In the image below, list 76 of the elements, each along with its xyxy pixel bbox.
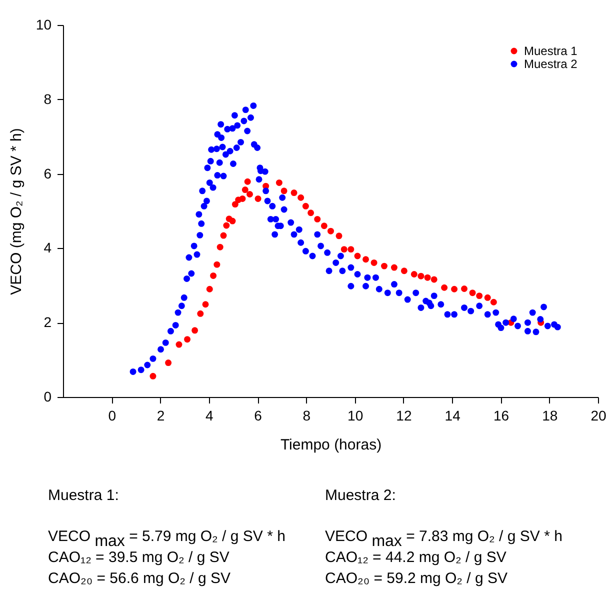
text: CAO₂₀ = 56.6 mg O₂ / g SV bbox=[48, 570, 231, 587]
y-tick-label: 10 bbox=[36, 16, 52, 32]
point bbox=[246, 191, 254, 198]
point bbox=[390, 264, 398, 271]
x-tick-label: 18 bbox=[542, 408, 558, 424]
point bbox=[229, 218, 236, 224]
point bbox=[362, 256, 369, 263]
point bbox=[418, 272, 424, 280]
point bbox=[202, 301, 209, 308]
point bbox=[441, 284, 448, 291]
point bbox=[328, 228, 334, 234]
x-tick-label: 12 bbox=[396, 408, 412, 424]
point bbox=[290, 190, 298, 196]
point bbox=[336, 232, 342, 240]
point bbox=[461, 286, 468, 292]
point bbox=[484, 294, 491, 301]
x-tick-label: 0 bbox=[108, 408, 116, 424]
text: CAO₁₂ = 44.2 mg O₂ / g SV bbox=[325, 548, 508, 568]
text: Muestra 2: bbox=[325, 486, 397, 506]
point bbox=[320, 222, 328, 230]
point bbox=[206, 286, 213, 292]
point bbox=[469, 290, 476, 296]
point bbox=[280, 188, 288, 194]
y-axis-title: VECO (mg O₂ / g SV * h) bbox=[8, 128, 25, 295]
point bbox=[232, 201, 238, 208]
x-tick-label: 8 bbox=[302, 408, 311, 424]
point bbox=[216, 244, 224, 250]
point bbox=[476, 292, 483, 300]
point bbox=[430, 276, 438, 283]
legend-label: Muestra 2 bbox=[524, 57, 578, 71]
point bbox=[340, 246, 348, 253]
x-tick-label: 16 bbox=[493, 408, 510, 424]
point bbox=[276, 179, 282, 186]
point bbox=[348, 246, 354, 253]
point bbox=[220, 232, 227, 239]
y-tick-label: 8 bbox=[44, 90, 52, 107]
legend-label: Muestra 1 bbox=[524, 44, 578, 58]
point bbox=[370, 259, 378, 266]
y-tick-label: 0 bbox=[44, 388, 52, 404]
x-tick-label: 10 bbox=[348, 408, 364, 424]
point bbox=[254, 195, 262, 202]
point bbox=[242, 186, 248, 194]
y-tick-label: 6 bbox=[44, 165, 52, 182]
point bbox=[354, 252, 361, 260]
point bbox=[214, 261, 220, 268]
point bbox=[239, 195, 246, 202]
point bbox=[244, 178, 251, 185]
x-tick-label: 4 bbox=[206, 408, 214, 424]
point bbox=[150, 372, 156, 380]
point bbox=[410, 271, 418, 278]
point bbox=[424, 274, 431, 281]
y-tick-label: 2 bbox=[44, 314, 52, 330]
x-axis-title: Tiempo (horas) bbox=[280, 436, 382, 454]
x-tick-label: 2 bbox=[156, 408, 165, 424]
point bbox=[302, 202, 309, 210]
point bbox=[165, 360, 172, 366]
x-tick-label: 20 bbox=[590, 408, 606, 424]
text: CAO₂₀ = 59.2 mg O₂ / g SV bbox=[325, 569, 509, 589]
point bbox=[210, 272, 217, 279]
text: Muestra 1: bbox=[48, 487, 119, 504]
text: CAO₁₂ = 39.5 mg O₂ / g SV bbox=[48, 549, 230, 566]
point bbox=[381, 262, 388, 270]
y-tick-label: 4 bbox=[44, 240, 52, 256]
point bbox=[308, 210, 314, 216]
point bbox=[298, 194, 304, 201]
point bbox=[451, 286, 458, 292]
point bbox=[490, 298, 497, 306]
point bbox=[192, 327, 198, 334]
point bbox=[184, 336, 191, 343]
point bbox=[314, 216, 321, 222]
point bbox=[197, 310, 204, 317]
x-tick-label: 6 bbox=[254, 408, 262, 424]
point bbox=[176, 341, 182, 348]
x-tick-label: 14 bbox=[444, 408, 461, 424]
point bbox=[400, 268, 408, 274]
point bbox=[223, 222, 230, 229]
